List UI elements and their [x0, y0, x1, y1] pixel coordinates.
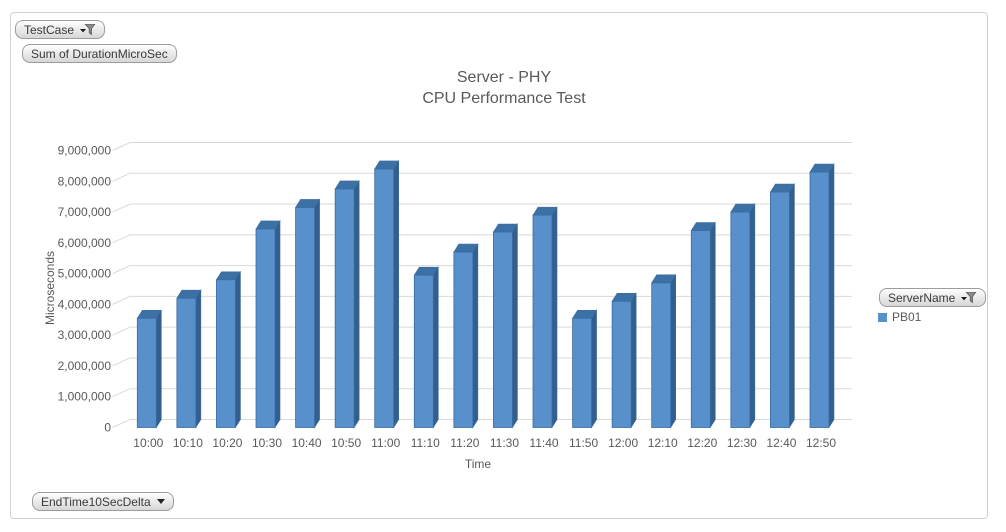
column-12:50-side[interactable]	[828, 162, 835, 429]
column-12:20[interactable]	[690, 230, 711, 428]
column-10:20-side[interactable]	[235, 270, 241, 429]
x-tick-label: 10:10	[173, 436, 203, 450]
column-10:50[interactable]	[334, 188, 355, 428]
x-tick-label: 12:40	[766, 436, 796, 450]
x-tick-label: 10:20	[212, 436, 242, 450]
chart-title-line1: Server - PHY	[456, 69, 552, 86]
gridline-depth-connector	[112, 388, 131, 398]
report-filter-field-label: TestCase	[24, 22, 75, 37]
report-filter-field-button[interactable]: TestCase	[15, 20, 106, 39]
column-12:50[interactable]	[809, 171, 830, 428]
axis-field-label: EndTime10SecDelta	[41, 494, 151, 509]
x-tick-label: 12:30	[727, 436, 757, 450]
column-12:40-side[interactable]	[789, 183, 795, 429]
values-field-label: Sum of DurationMicroSec	[31, 46, 168, 61]
column-11:50[interactable]	[572, 317, 592, 428]
x-tick-label: 11:50	[569, 436, 598, 450]
chart-title-line2: CPU Performance Test	[422, 90, 586, 107]
gridline-depth-connector	[112, 142, 131, 151]
x-tick-label: 12:00	[608, 436, 638, 450]
column-10:40[interactable]	[295, 207, 315, 428]
y-tick-label: 0	[104, 421, 111, 435]
column-10:30-side[interactable]	[274, 219, 281, 429]
column-10:40-side[interactable]	[314, 198, 320, 429]
column-10:10[interactable]	[176, 297, 197, 428]
x-tick-label: 11:10	[411, 436, 440, 450]
legend-entry-label: PB01	[892, 310, 922, 324]
column-11:20-side[interactable]	[472, 243, 479, 429]
x-tick-label: 12:50	[806, 436, 836, 450]
x-axis-title: Time	[464, 457, 492, 471]
legend-entry-pb01[interactable]: PB01	[878, 310, 921, 324]
column-12:10[interactable]	[651, 282, 672, 428]
y-tick-label: 5,000,000	[58, 267, 112, 281]
y-tick-label: 9,000,000	[58, 144, 112, 158]
column-11:40[interactable]	[532, 214, 553, 428]
x-tick-label: 12:10	[648, 436, 678, 450]
column-10:50-side[interactable]	[353, 179, 360, 429]
legend-field-button[interactable]: ServerName	[879, 288, 987, 307]
column-12:40[interactable]	[770, 191, 790, 428]
filter-funnel-icon	[961, 291, 977, 304]
x-tick-label: 11:40	[529, 436, 558, 450]
gridline-depth-connector	[112, 357, 131, 367]
x-tick-label: 12:20	[687, 436, 717, 450]
y-tick-label: 1,000,000	[58, 390, 112, 404]
y-tick-label: 8,000,000	[58, 174, 112, 188]
y-tick-label: 7,000,000	[58, 205, 112, 219]
chart-title: Server - PHY CPU Performance Test	[130, 67, 878, 109]
column-11:00-side[interactable]	[393, 159, 400, 429]
filter-funnel-icon	[80, 23, 96, 36]
x-tick-label: 11:00	[371, 436, 400, 450]
gridline-depth-connector	[112, 234, 131, 244]
column-11:30[interactable]	[493, 231, 513, 428]
column-10:30[interactable]	[255, 228, 276, 428]
gridline-depth-connector	[112, 265, 131, 275]
column-11:30-side[interactable]	[512, 223, 518, 429]
column-10:10-side[interactable]	[195, 289, 202, 429]
column-10:00-side[interactable]	[156, 309, 162, 429]
y-tick-label: 6,000,000	[58, 236, 112, 250]
column-11:10[interactable]	[413, 274, 434, 428]
column-10:20[interactable]	[216, 279, 236, 428]
gridline-depth-connector	[112, 295, 131, 305]
x-tick-label: 10:40	[292, 436, 322, 450]
legend-field-label: ServerName	[888, 290, 956, 305]
gridline-depth-connector	[112, 203, 131, 213]
column-11:00[interactable]	[374, 168, 395, 428]
y-tick-label: 2,000,000	[58, 359, 112, 373]
y-tick-label: 3,000,000	[58, 328, 112, 342]
column-11:50-side[interactable]	[591, 309, 597, 429]
column-12:20-side[interactable]	[709, 221, 716, 429]
gridline-depth-connector	[112, 419, 131, 428]
column-11:40-side[interactable]	[551, 206, 558, 429]
legend-swatch	[878, 312, 887, 322]
column-12:30[interactable]	[730, 211, 751, 428]
column-12:30-side[interactable]	[749, 203, 756, 429]
x-tick-label: 11:20	[450, 436, 479, 450]
values-field-button[interactable]: Sum of DurationMicroSec	[22, 44, 177, 63]
column-12:00-side[interactable]	[630, 292, 637, 429]
gridline-depth-connector	[112, 326, 131, 336]
column-12:00[interactable]	[611, 300, 632, 428]
gridline-depth-connector	[112, 172, 131, 182]
column-12:10-side[interactable]	[670, 273, 677, 429]
x-tick-label: 10:00	[133, 436, 163, 450]
dropdown-arrow-icon	[156, 499, 165, 504]
x-tick-label: 10:50	[331, 436, 361, 450]
column-10:00[interactable]	[136, 317, 157, 428]
axis-field-button[interactable]: EndTime10SecDelta	[32, 492, 174, 511]
y-axis-title: Microseconds	[43, 250, 57, 326]
x-tick-label: 11:30	[490, 436, 519, 450]
x-tick-label: 10:30	[252, 436, 282, 450]
column-11:20[interactable]	[453, 251, 474, 428]
y-tick-label: 4,000,000	[58, 297, 112, 311]
column-11:10-side[interactable]	[432, 266, 439, 429]
